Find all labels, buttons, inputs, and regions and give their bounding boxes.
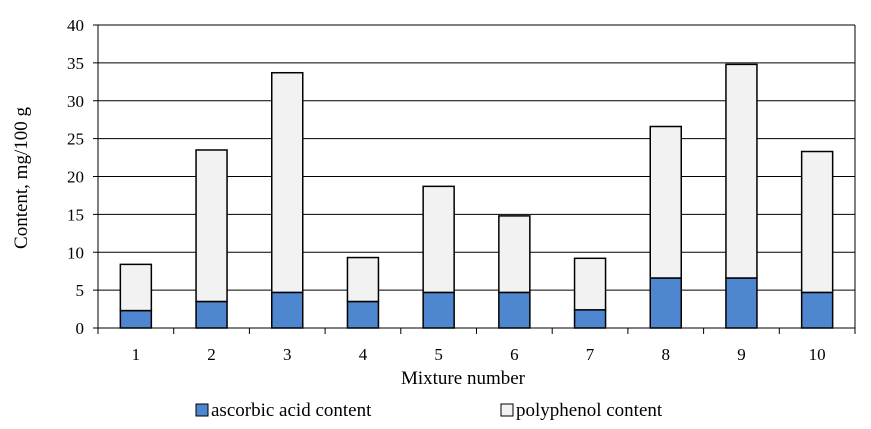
legend: ascorbic acid content polyphenol content — [195, 400, 663, 421]
x-tick-label: 8 — [662, 345, 671, 364]
y-tick-label: 35 — [67, 54, 84, 73]
bar-polyphenol-5 — [422, 185, 455, 294]
y-axis-title: Content, mg/100 g — [11, 107, 32, 249]
bar-polyphenol-9 — [725, 63, 758, 279]
bar-polyphenol-2 — [195, 149, 228, 303]
x-tick-label: 5 — [434, 345, 443, 364]
y-tick-label: 10 — [67, 243, 84, 262]
bar-ascorbic-6 — [498, 291, 531, 329]
y-tick-label: 5 — [76, 281, 85, 300]
y-tick-label: 15 — [67, 205, 84, 224]
x-tick-label: 7 — [586, 345, 595, 364]
y-tick-label: 25 — [67, 130, 84, 149]
bar-ascorbic-9 — [725, 277, 758, 329]
axes — [93, 24, 856, 334]
y-tick-labels: 0 5 10 15 20 25 30 35 40 — [67, 16, 84, 338]
x-tick-label: 10 — [809, 345, 826, 364]
x-tick-label: 3 — [283, 345, 292, 364]
y-tick-label: 0 — [76, 319, 85, 338]
bar-polyphenol-6 — [498, 215, 531, 294]
legend-swatch-polyphenol — [500, 403, 514, 417]
legend-swatch-ascorbic — [195, 403, 209, 417]
bar-ascorbic-7 — [573, 309, 607, 329]
x-tick-label: 2 — [207, 345, 216, 364]
bar-ascorbic-5 — [422, 291, 455, 329]
bar-polyphenol-10 — [800, 150, 834, 294]
x-tick-label: 4 — [359, 345, 368, 364]
bar-ascorbic-10 — [800, 291, 834, 329]
bar-ascorbic-1 — [119, 309, 153, 329]
x-tick-label: 9 — [737, 345, 746, 364]
legend-label-polyphenol: polyphenol content — [516, 400, 663, 421]
bars — [119, 63, 834, 329]
bar-ascorbic-2 — [195, 300, 228, 329]
x-axis-title: Mixture number — [401, 368, 526, 389]
bar-polyphenol-3 — [271, 71, 304, 294]
bar-ascorbic-8 — [649, 277, 682, 329]
x-tick-labels: 1 2 3 4 5 6 7 8 9 10 — [132, 345, 826, 364]
x-tick-label: 6 — [510, 345, 519, 364]
y-tick-label: 20 — [67, 168, 84, 187]
bar-ascorbic-4 — [346, 300, 380, 329]
x-tick-label: 1 — [132, 345, 141, 364]
y-tick-label: 40 — [67, 16, 84, 35]
bar-polyphenol-1 — [119, 263, 153, 312]
legend-label-ascorbic: ascorbic acid content — [211, 400, 372, 421]
y-tick-label: 30 — [67, 92, 84, 111]
bar-polyphenol-8 — [649, 125, 682, 279]
bar-ascorbic-3 — [271, 291, 304, 329]
bar-polyphenol-4 — [346, 256, 380, 303]
bar-polyphenol-7 — [573, 257, 607, 311]
